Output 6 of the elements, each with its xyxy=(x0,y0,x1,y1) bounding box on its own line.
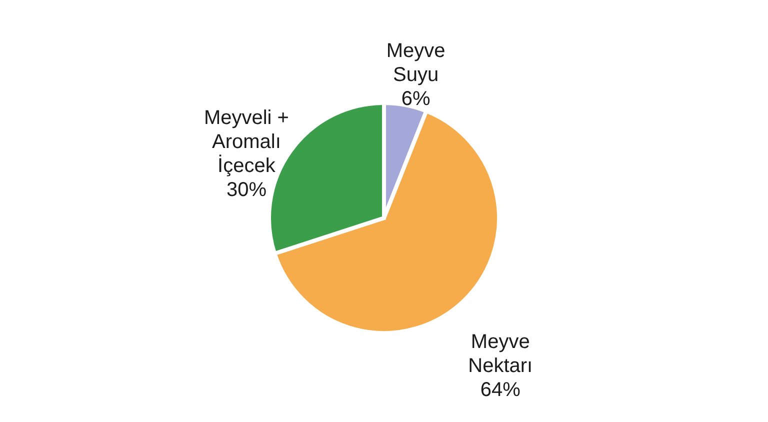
slice-label: Meyve Suyu xyxy=(386,40,446,86)
data-label: 64% xyxy=(480,378,521,401)
slice-label: Meyve Nektarı xyxy=(468,330,533,377)
data-label: 6% xyxy=(401,88,431,110)
data-label: 30% xyxy=(226,179,267,202)
slice-label: Meyveli + Aromalı İçecek xyxy=(204,107,289,178)
